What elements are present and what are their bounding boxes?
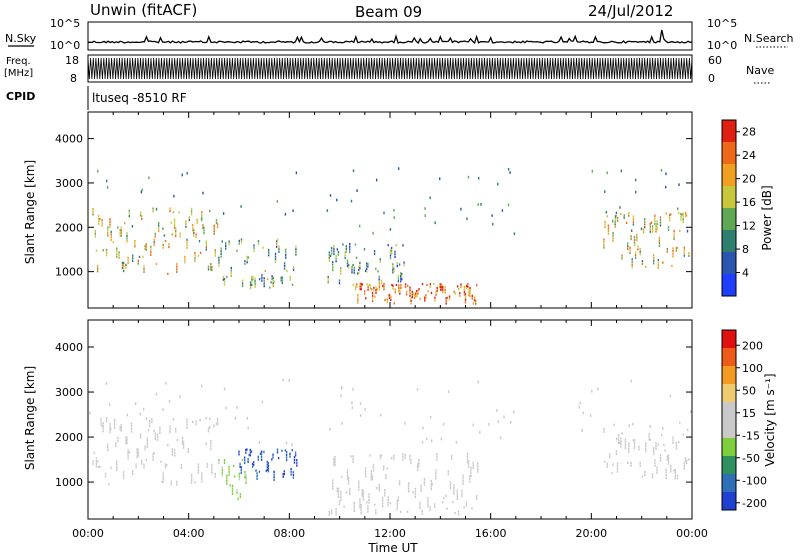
colorbar-swatch — [722, 402, 736, 421]
time-tick-label: 08:00 — [273, 527, 305, 540]
nsearch-label: N.Search — [744, 32, 794, 45]
velocity-colorbar: 200 100 50 15 -15 -50 -100 -200 — [721, 329, 767, 511]
colorbar-swatch — [722, 164, 736, 187]
colorbar-tick-label: 24 — [742, 149, 756, 162]
nsky-label: N.Sky — [5, 32, 37, 45]
colorbar-tick-label: 8 — [742, 243, 749, 256]
colorbar-swatch — [722, 384, 736, 403]
velocity-colorbar-label: Velocity [m s⁻¹] — [763, 373, 777, 466]
colorbar-tick-label: 4 — [742, 267, 749, 280]
colorbar-swatch — [722, 492, 736, 511]
freq-tick-bottom: 8 — [70, 72, 77, 85]
nsearch-tick-bottom: 10^0 — [707, 39, 737, 52]
freq-line — [87, 57, 693, 80]
time-tick-label: 12:00 — [374, 527, 406, 540]
time-axis-title: Time UT — [367, 541, 418, 554]
velocity-ytick-label: 4000 — [55, 341, 83, 354]
colorbar-swatch — [722, 252, 736, 275]
colorbar-swatch — [722, 330, 736, 349]
colorbar-frame — [721, 119, 737, 297]
freq-frame — [87, 54, 693, 83]
velocity-ytick-label: 2000 — [55, 431, 83, 444]
nsearch-tick-top: 10^5 — [707, 17, 737, 30]
velocity-plot-area — [88, 320, 692, 519]
cpid-label: CPID — [6, 90, 35, 103]
colorbar-swatch — [722, 186, 736, 209]
nave-tick-top: 60 — [708, 54, 722, 67]
colorbar-swatch — [722, 420, 736, 439]
nave-label: Nave — [746, 64, 774, 77]
colorbar-tick-label: 28 — [742, 126, 756, 139]
colorbar-swatch — [722, 438, 736, 457]
colorbar-swatch — [722, 456, 736, 475]
nsky-tick-top: 10^5 — [50, 17, 80, 30]
freq-unit-label: [MHz] — [4, 68, 33, 79]
colorbar-tick-label: -50 — [742, 452, 760, 465]
time-tick-label: 20:00 — [575, 527, 607, 540]
power-ytick-label: 3000 — [55, 177, 83, 190]
colorbar-tick-label: 15 — [742, 407, 756, 420]
colorbar-tick-label: -100 — [742, 474, 767, 487]
colorbar-swatch — [722, 474, 736, 493]
colorbar-tick-label: 50 — [742, 384, 756, 397]
date-title: 24/Jul/2012 — [588, 2, 673, 20]
power-axis: 1000 2000 3000 4000 — [55, 112, 693, 308]
colorbar-tick-label: 12 — [742, 220, 756, 233]
freq-label: Freq. — [6, 56, 31, 67]
nsky-line — [88, 29, 693, 45]
velocity-axis: 1000 2000 3000 4000 — [55, 320, 693, 519]
velocity-ytick-label: 1000 — [55, 476, 83, 489]
colorbar-tick-label: -200 — [742, 497, 767, 510]
colorbar-swatch — [722, 348, 736, 367]
time-tick-label: 16:00 — [475, 527, 507, 540]
colorbar-swatch — [722, 366, 736, 385]
velocity-ytick-label: 3000 — [55, 386, 83, 399]
colorbar-tick-label: 16 — [742, 196, 756, 209]
colorbar-swatch — [722, 120, 736, 143]
power-ytick-label: 2000 — [55, 221, 83, 234]
power-colorbar: 4 8 12 16 20 24 28 — [721, 119, 756, 297]
nsky-tick-bottom: 10^0 — [50, 39, 80, 52]
power-ytick-label: 1000 — [55, 266, 83, 279]
freq-tick-top: 18 — [65, 54, 79, 67]
time-tick-label: 00:00 — [72, 527, 104, 540]
time-tick-label: 04:00 — [173, 527, 205, 540]
nave-tick-bottom: 0 — [708, 72, 715, 85]
power-data — [92, 167, 690, 305]
velocity-data — [89, 378, 692, 516]
freq-trace — [87, 57, 693, 80]
freq-panel: Freq. [MHz] 18 8 60 0 Nave — [4, 54, 774, 85]
colorbar-swatch — [722, 142, 736, 165]
power-plot-area — [88, 112, 692, 308]
power-ylabel: Slant Range [km] — [23, 160, 37, 264]
colorbar-tick-label: -15 — [742, 429, 760, 442]
time-axis: 00:00 04:00 08:00 12:00 16:00 20:00 00:00 — [72, 527, 708, 540]
colorbar-tick-label: 100 — [742, 362, 763, 375]
nsky-trace — [88, 29, 693, 45]
station-title: Unwin (fitACF) — [90, 1, 197, 19]
time-tick-label: 00:00 — [676, 527, 708, 540]
colorbar-tick-label: 20 — [742, 173, 756, 186]
colorbar-swatch — [722, 230, 736, 253]
nsky-panel: N.Sky 10^5 10^0 10^5 10^0 N.Search — [5, 17, 794, 52]
colorbar-swatch — [722, 208, 736, 231]
colorbar-tick-label: 200 — [742, 339, 763, 352]
cpid-panel: CPID ltuseq -8510 RF — [6, 86, 187, 110]
nsky-frame — [87, 21, 693, 51]
velocity-panel: 1000 2000 3000 4000 Slant Range [km] 200 100… — [23, 319, 777, 520]
colorbar-frame — [721, 329, 737, 511]
power-colorbar-label: Power [dB] — [760, 185, 774, 250]
colorbar-swatch — [722, 274, 736, 297]
power-panel: 1000 2000 3000 4000 Slant Range [km] 4 8 12 16… — [23, 111, 774, 309]
beam-title: Beam 09 — [355, 3, 422, 21]
velocity-ylabel: Slant Range [km] — [23, 366, 37, 470]
cpid-value: ltuseq -8510 RF — [92, 91, 187, 105]
power-ytick-label: 4000 — [55, 133, 83, 146]
